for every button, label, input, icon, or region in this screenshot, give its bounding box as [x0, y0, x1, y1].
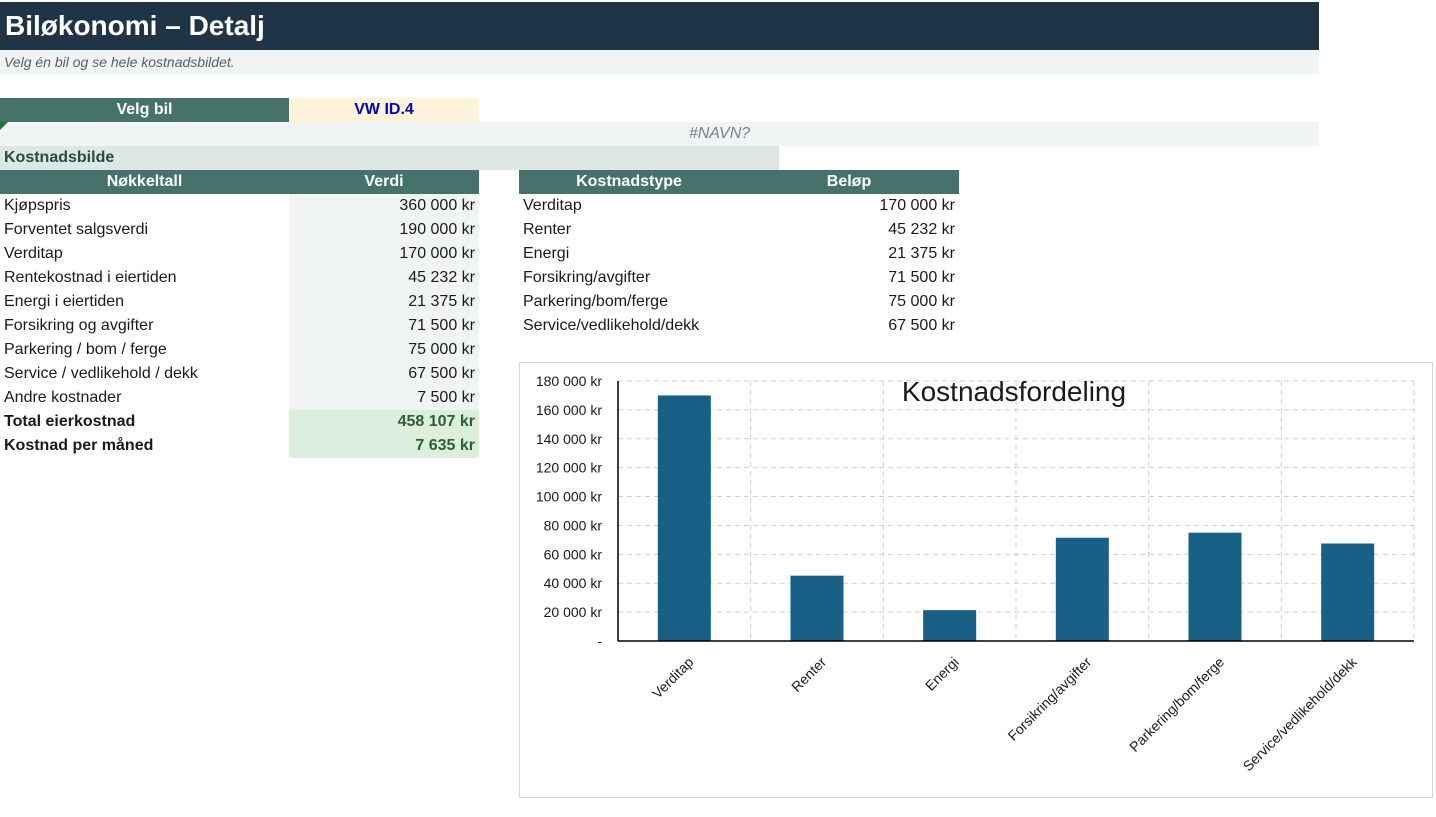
- chart-canvas: - 20 000 kr 40 000 kr 60 000 kr 80 000 kr 100…: [536, 373, 1415, 774]
- row-label[interactable]: Kostnad per måned: [4, 437, 154, 454]
- key-table-header-label: Nøkkeltall: [0, 170, 289, 194]
- row-label[interactable]: Energi: [523, 245, 570, 262]
- row-label[interactable]: Verditap: [523, 197, 582, 214]
- row-label[interactable]: Forsikring og avgifter: [4, 317, 154, 334]
- table-row: Rentekostnad i eiertiden 45 232 kr: [0, 266, 479, 290]
- y-tick-label: 100 000 kr: [536, 489, 602, 505]
- x-tick-label: Parkering/bom/ferge: [1126, 654, 1227, 755]
- table-row: Parkering / bom / ferge 75 000 kr: [0, 338, 479, 362]
- row-label[interactable]: Renter: [523, 221, 572, 238]
- row-value[interactable]: 360 000 kr: [399, 197, 475, 214]
- row-value[interactable]: 67 500 kr: [888, 317, 955, 334]
- y-tick-label: 40 000 kr: [544, 575, 603, 591]
- row-label[interactable]: Forventet salgsverdi: [4, 221, 149, 238]
- row-value[interactable]: 170 000 kr: [399, 245, 475, 262]
- bar-service-vedlikehold-dekk[interactable]: [1321, 543, 1375, 642]
- x-tick-label: Service/vedlikehold/dekk: [1240, 653, 1361, 774]
- x-tick-label: Verditap: [649, 654, 697, 702]
- row-label[interactable]: Parkering/bom/ferge: [523, 293, 668, 310]
- row-value[interactable]: 45 232 kr: [888, 221, 955, 238]
- table-row: Forsikring/avgifter 71 500 kr: [519, 266, 959, 290]
- table-row: Verditap 170 000 kr: [0, 242, 479, 266]
- page-title: Biløkonomi – Detalj: [0, 2, 1319, 50]
- table-row: Service / vedlikehold / dekk 67 500 kr: [0, 362, 479, 386]
- row-value[interactable]: 458 107 kr: [397, 413, 475, 430]
- table-row: Verditap 170 000 kr: [519, 194, 959, 218]
- car-select-label: Velg bil: [0, 98, 289, 122]
- key-table-value-column: [289, 194, 479, 410]
- row-value[interactable]: 45 232 kr: [408, 269, 475, 286]
- table-row: Total eierkostnad 458 107 kr: [0, 410, 479, 434]
- y-tick-label: 120 000 kr: [536, 460, 602, 476]
- cost-table-header-value: Beløp: [739, 170, 959, 194]
- cost-table-header-label: Kostnadstype: [519, 170, 739, 194]
- row-label[interactable]: Total eierkostnad: [4, 413, 136, 430]
- table-row: Energi i eiertiden 21 375 kr: [0, 290, 479, 314]
- y-tick-label: 20 000 kr: [544, 604, 603, 620]
- y-tick-label: 140 000 kr: [536, 431, 602, 447]
- x-tick-label: Energi: [922, 654, 962, 694]
- y-tick-label: 160 000 kr: [536, 402, 602, 418]
- table-row: Parkering/bom/ferge 75 000 kr: [519, 290, 959, 314]
- bar-renter[interactable]: [790, 575, 844, 641]
- table-row: Forventet salgsverdi 190 000 kr: [0, 218, 479, 242]
- row-label[interactable]: Andre kostnader: [4, 389, 122, 406]
- table-row: Forsikring og avgifter 71 500 kr: [0, 314, 479, 338]
- y-tick-label: 60 000 kr: [544, 546, 603, 562]
- x-tick-label: Renter: [788, 654, 829, 695]
- row-label[interactable]: Service / vedlikehold / dekk: [4, 365, 198, 382]
- bar-verditap[interactable]: [657, 395, 711, 641]
- table-row: Service/vedlikehold/dekk 67 500 kr: [519, 314, 959, 338]
- table-row: Energi 21 375 kr: [519, 242, 959, 266]
- x-tick-label: Forsikring/avgifter: [1004, 654, 1094, 744]
- row-label[interactable]: Parkering / bom / ferge: [4, 341, 167, 358]
- table-row: Renter 45 232 kr: [519, 218, 959, 242]
- row-label[interactable]: Rentekostnad i eiertiden: [4, 269, 177, 286]
- name-error-cell[interactable]: #NAVN?: [0, 122, 1319, 146]
- car-select-dropdown[interactable]: VW ID.4: [289, 98, 479, 122]
- page-subtitle: Velg én bil og se hele kostnadsbildet.: [0, 50, 1319, 74]
- bar-parkering-bom-ferge[interactable]: [1188, 532, 1242, 641]
- row-value[interactable]: 21 375 kr: [888, 245, 955, 262]
- bar-energi[interactable]: [923, 610, 977, 641]
- row-value[interactable]: 21 375 kr: [408, 293, 475, 310]
- table-row: Kjøpspris 360 000 kr: [0, 194, 479, 218]
- table-row: Andre kostnader 7 500 kr: [0, 386, 479, 410]
- y-tick-label: 80 000 kr: [544, 517, 603, 533]
- section-title: Kostnadsbilde: [0, 146, 779, 170]
- row-value[interactable]: 190 000 kr: [399, 221, 475, 238]
- cost-distribution-chart[interactable]: - 20 000 kr 40 000 kr 60 000 kr 80 000 kr 100…: [519, 362, 1433, 798]
- bar-forsikring-avgifter[interactable]: [1055, 537, 1109, 641]
- row-value[interactable]: 67 500 kr: [408, 365, 475, 382]
- y-tick-label: 180 000 kr: [536, 373, 602, 389]
- row-label[interactable]: Forsikring/avgifter: [523, 269, 651, 286]
- row-value[interactable]: 7 500 kr: [417, 389, 475, 406]
- row-value[interactable]: 7 635 kr: [415, 437, 475, 454]
- chart-title: Kostnadsfordeling: [902, 376, 1126, 407]
- row-value[interactable]: 75 000 kr: [888, 293, 955, 310]
- row-value[interactable]: 71 500 kr: [888, 269, 955, 286]
- row-label[interactable]: Verditap: [4, 245, 63, 262]
- key-table-total-background: [289, 410, 479, 458]
- row-value[interactable]: 75 000 kr: [408, 341, 475, 358]
- row-label[interactable]: Service/vedlikehold/dekk: [523, 317, 700, 334]
- error-indicator-icon: [0, 122, 8, 130]
- row-label[interactable]: Kjøpspris: [4, 197, 71, 214]
- y-tick-label: -: [597, 633, 602, 649]
- key-table-header-value: Verdi: [289, 170, 479, 194]
- row-label[interactable]: Energi i eiertiden: [4, 293, 125, 310]
- table-row: Kostnad per måned 7 635 kr: [0, 434, 479, 458]
- row-value[interactable]: 71 500 kr: [408, 317, 475, 334]
- row-value[interactable]: 170 000 kr: [879, 197, 955, 214]
